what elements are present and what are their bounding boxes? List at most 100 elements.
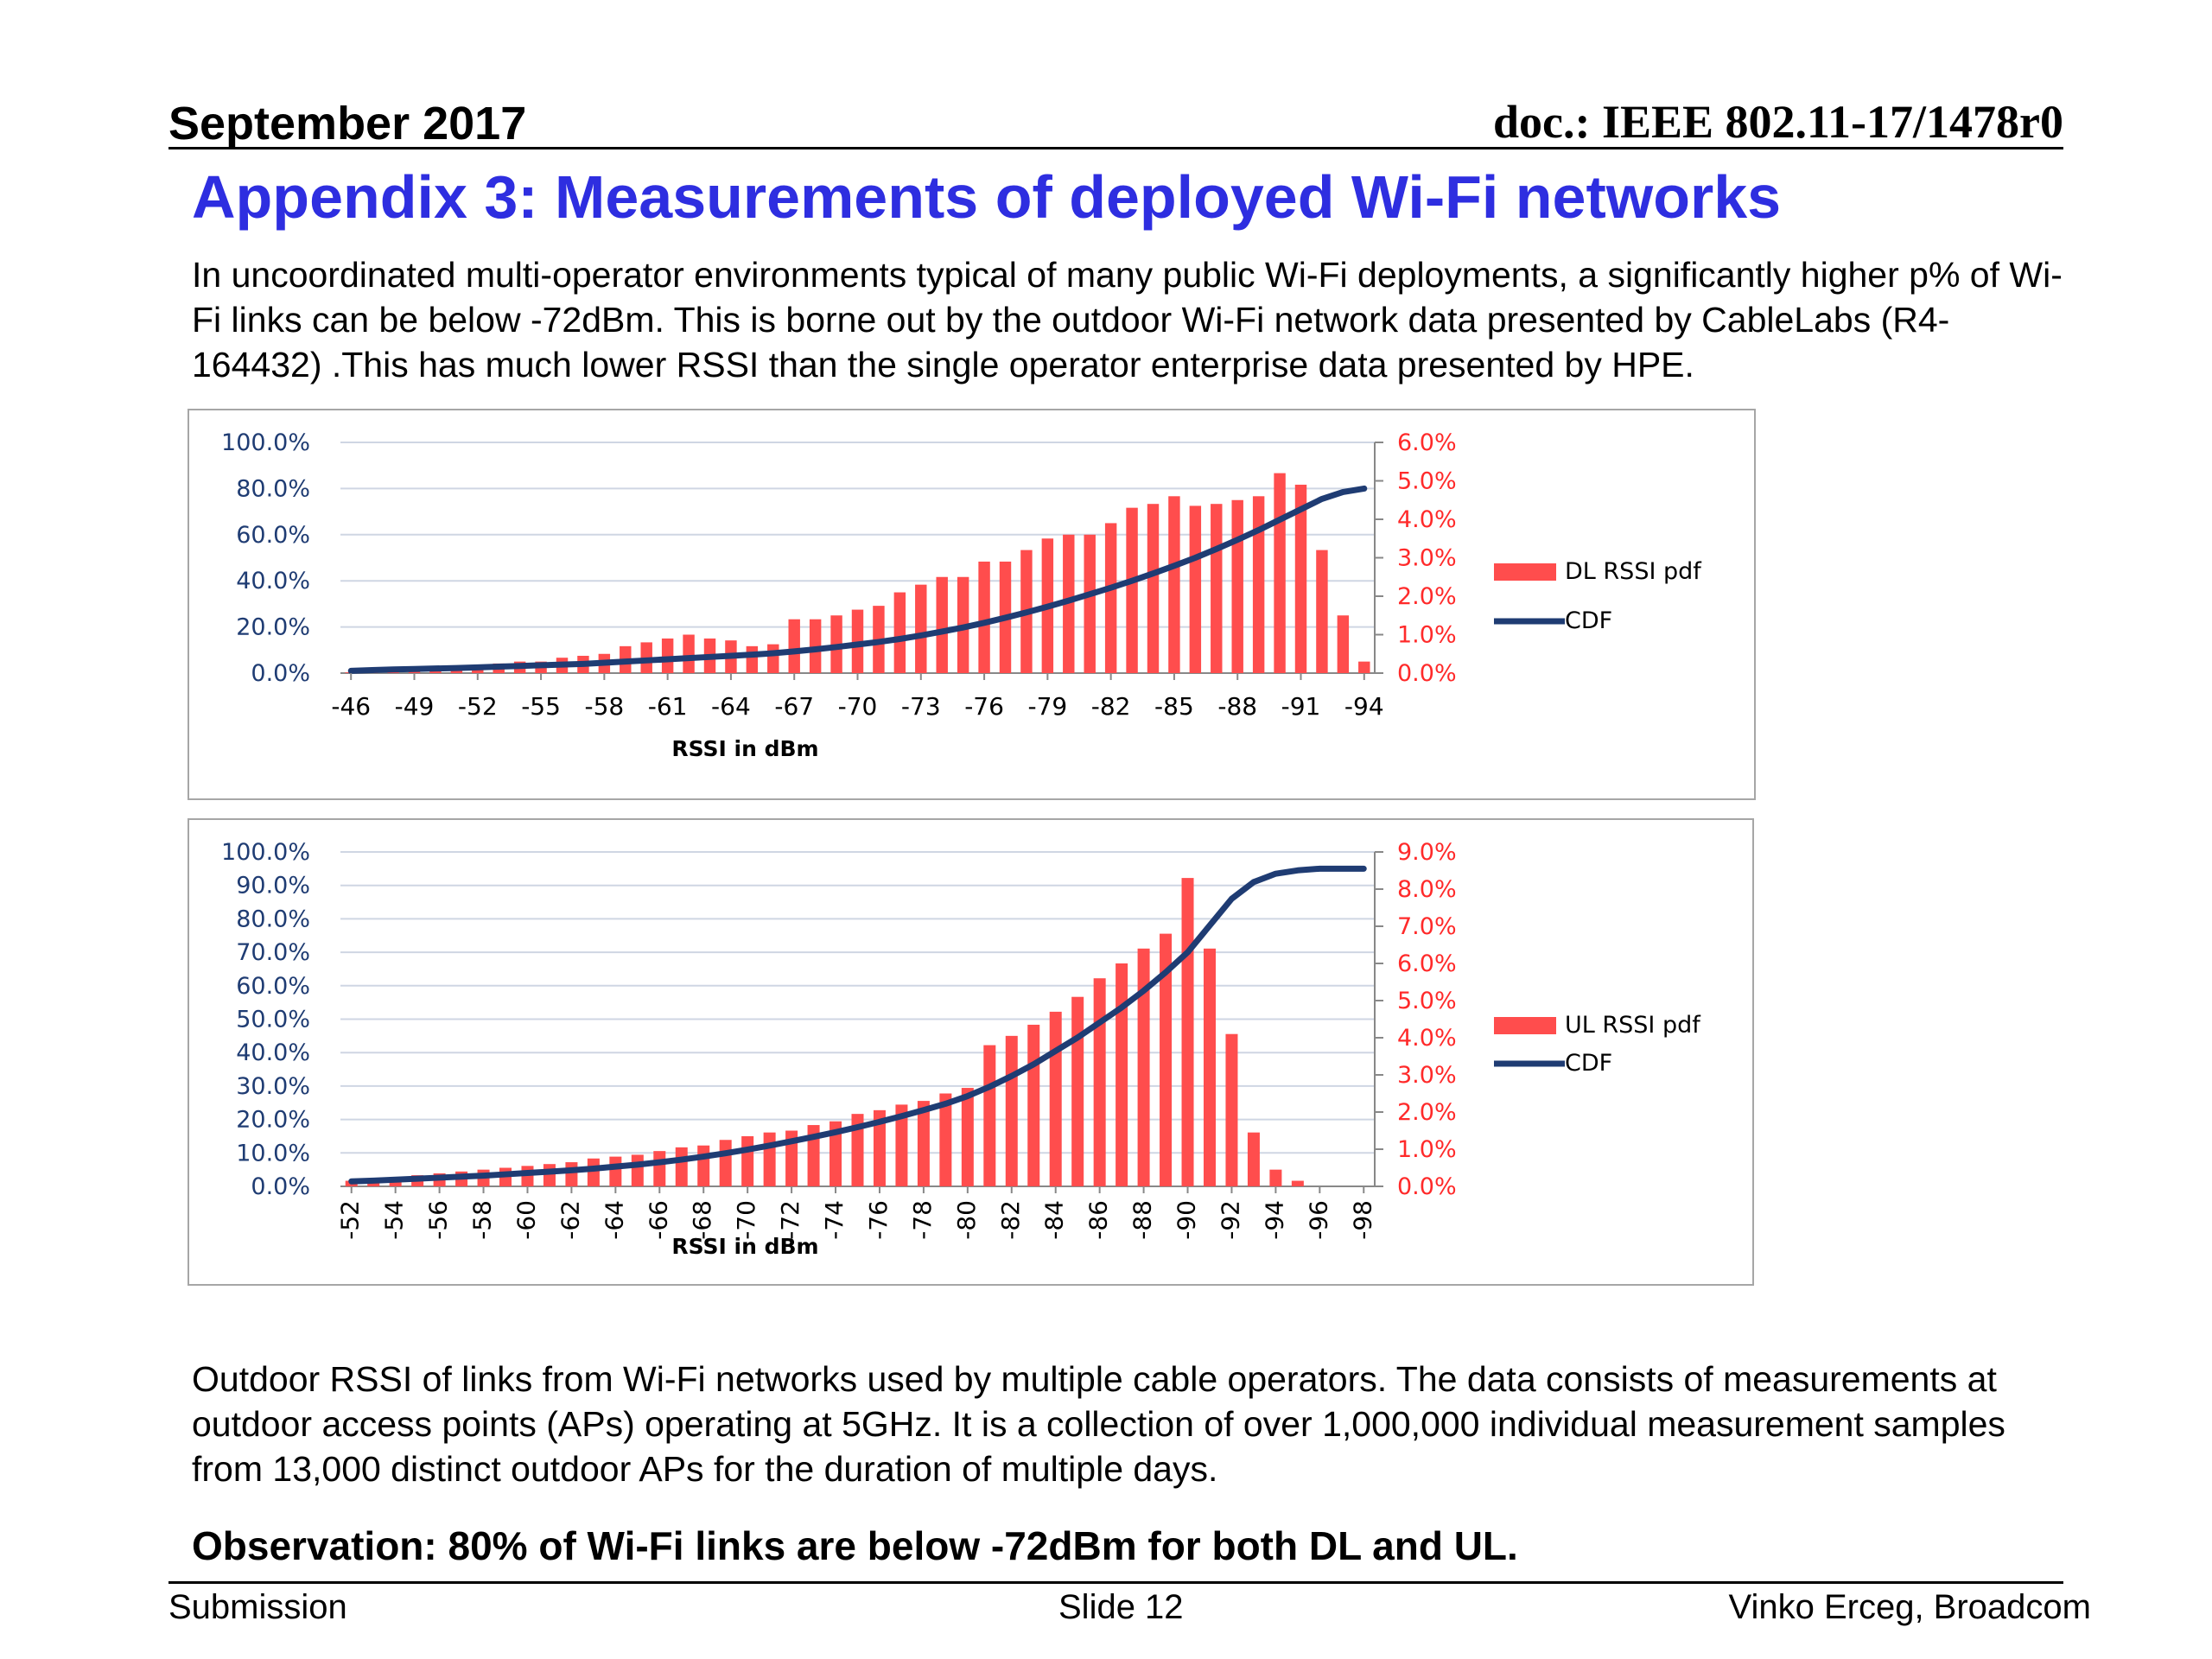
y-left-tick-label: 100.0% <box>221 839 310 866</box>
pdf-bar <box>763 1132 776 1186</box>
observation: Observation: 80% of Wi-Fi links are belo… <box>192 1523 1518 1568</box>
y-left-tick-label: 90.0% <box>236 873 310 899</box>
x-tick-label: -80 <box>952 1200 981 1240</box>
pdf-bar <box>565 1162 578 1186</box>
y-left-tick-label: 80.0% <box>236 906 310 932</box>
pdf-bar <box>1005 1035 1018 1186</box>
pdf-bar <box>1071 996 1084 1186</box>
legend-cdf-label: CDF <box>1565 607 1612 634</box>
pdf-bar <box>830 1121 842 1186</box>
x-tick-label: -96 <box>1304 1200 1332 1240</box>
pdf-bar <box>1093 978 1106 1186</box>
y-left-tick-label: 100.0% <box>221 429 310 456</box>
x-tick-label: -88 <box>1217 692 1257 721</box>
pdf-bar <box>851 1114 864 1186</box>
dl-rssi-chart: 100.0% 80.0% 60.0% 40.0% 20.0% 0.0% 6.0% 5.0% 4.… <box>188 409 1756 800</box>
x-tick-label: -64 <box>711 692 751 721</box>
x-tick-label: -58 <box>584 692 624 721</box>
pdf-bar <box>1027 1024 1040 1186</box>
y-left-tick-label: 10.0% <box>236 1140 310 1166</box>
x-tick-label: -82 <box>996 1200 1025 1240</box>
y-left-tick-label: 80.0% <box>236 475 310 502</box>
x-tick-label: -88 <box>1128 1200 1157 1240</box>
pdf-bar <box>1168 496 1180 673</box>
pdf-bar <box>661 638 674 673</box>
y-right-tick-label: 4.0% <box>1397 506 1457 533</box>
pdf-bar <box>719 1140 732 1186</box>
x-tick-label: -49 <box>395 692 435 721</box>
x-tick-label: -98 <box>1348 1200 1376 1240</box>
y-right-tick-label: 9.0% <box>1397 839 1457 866</box>
header-date: September 2017 <box>168 98 527 149</box>
pdf-bar <box>1084 534 1096 673</box>
intro-paragraph: In uncoordinated multi-operator environm… <box>192 255 2063 385</box>
pdf-bar <box>587 1158 600 1186</box>
y-right-tick-label: 6.0% <box>1397 950 1457 977</box>
x-tick-label: -84 <box>1040 1200 1069 1240</box>
pdf-bar <box>609 1156 622 1186</box>
y-right-tick-label: 3.0% <box>1397 545 1457 572</box>
pdf-bar <box>1358 661 1370 673</box>
x-tick-label: -92 <box>1216 1200 1244 1240</box>
y-right-tick-label: 0.0% <box>1397 660 1457 687</box>
pdf-bar <box>893 592 906 673</box>
pdf-bar <box>1181 878 1194 1186</box>
pdf-bar <box>978 561 990 673</box>
legend-pdf-swatch <box>1494 1017 1556 1034</box>
y-left-tick-label: 40.0% <box>236 568 310 594</box>
x-tick-label: -91 <box>1281 692 1321 721</box>
x-tick-label: -73 <box>901 692 941 721</box>
x-tick-label: -62 <box>556 1200 584 1240</box>
x-tick-label: -76 <box>864 1200 893 1240</box>
pdf-bar <box>1269 1169 1282 1186</box>
x-tick-label: -58 <box>468 1200 497 1240</box>
pdf-bar <box>1316 550 1328 673</box>
pdf-bar <box>961 1088 974 1186</box>
pdf-bar <box>1211 504 1223 673</box>
x-tick-label: -72 <box>776 1200 804 1240</box>
x-tick-label: -85 <box>1154 692 1194 721</box>
y-left-tick-label: 20.0% <box>236 1107 310 1134</box>
ul-rssi-chart-svg: 100.0% 90.0% 80.0% 70.0% 60.0% 50.0% 40.0% 30.0… <box>221 839 1701 1259</box>
pdf-bar <box>1291 1180 1304 1186</box>
x-tick-label: -70 <box>838 692 878 721</box>
pdf-bar <box>1126 507 1138 673</box>
y-right-tick-label: 0.0% <box>1397 1173 1457 1200</box>
x-tick-label: -79 <box>1027 692 1067 721</box>
footer-author: Vinko Erceg, Broadcom <box>1728 1588 2091 1626</box>
legend-pdf-swatch <box>1494 563 1556 581</box>
x-axis-title: RSSI in dBm <box>671 736 818 761</box>
pdf-bar <box>1160 933 1173 1186</box>
pdf-bar <box>1247 1132 1260 1186</box>
y-right-tick-label: 2.0% <box>1397 583 1457 610</box>
footer-slide-number: Slide 12 <box>1058 1588 1184 1626</box>
x-tick-label: -90 <box>1173 1200 1201 1240</box>
y-right-tick-label: 1.0% <box>1397 622 1457 649</box>
x-tick-label: -54 <box>380 1200 409 1240</box>
pdf-bar <box>1104 523 1117 673</box>
x-tick-label: -74 <box>820 1200 849 1240</box>
x-tick-label: -55 <box>521 692 561 721</box>
y-left-tick-label: 60.0% <box>236 522 310 549</box>
x-tick-label: -86 <box>1084 1200 1113 1240</box>
y-right-tick-label: 5.0% <box>1397 468 1457 495</box>
x-tick-label: -64 <box>600 1200 628 1240</box>
pdf-bar <box>1274 473 1286 673</box>
footer-submission: Submission <box>168 1588 347 1626</box>
x-tick-label: -70 <box>732 1200 760 1240</box>
y-right-tick-label: 3.0% <box>1397 1062 1457 1089</box>
header-rule <box>168 147 2063 149</box>
dl-rssi-chart-svg: 100.0% 80.0% 60.0% 40.0% 20.0% 0.0% 6.0% 5.0% 4.… <box>221 429 1702 761</box>
pdf-bar <box>915 584 927 673</box>
slide-title: Appendix 3: Measurements of deployed Wi-… <box>192 163 1782 231</box>
pdf-bar <box>653 1151 666 1186</box>
x-tick-label: -68 <box>688 1200 716 1240</box>
pdf-bar <box>851 609 864 673</box>
ul-rssi-chart: 100.0% 90.0% 80.0% 70.0% 60.0% 50.0% 40.0% 30.0… <box>188 818 1754 1286</box>
cdf-line <box>347 485 1368 674</box>
x-tick-label: -67 <box>774 692 814 721</box>
cdf-line <box>348 865 1367 1185</box>
pdf-bar <box>741 1135 754 1186</box>
x-tick-label: -56 <box>424 1200 453 1240</box>
pdf-bar <box>697 1145 710 1186</box>
